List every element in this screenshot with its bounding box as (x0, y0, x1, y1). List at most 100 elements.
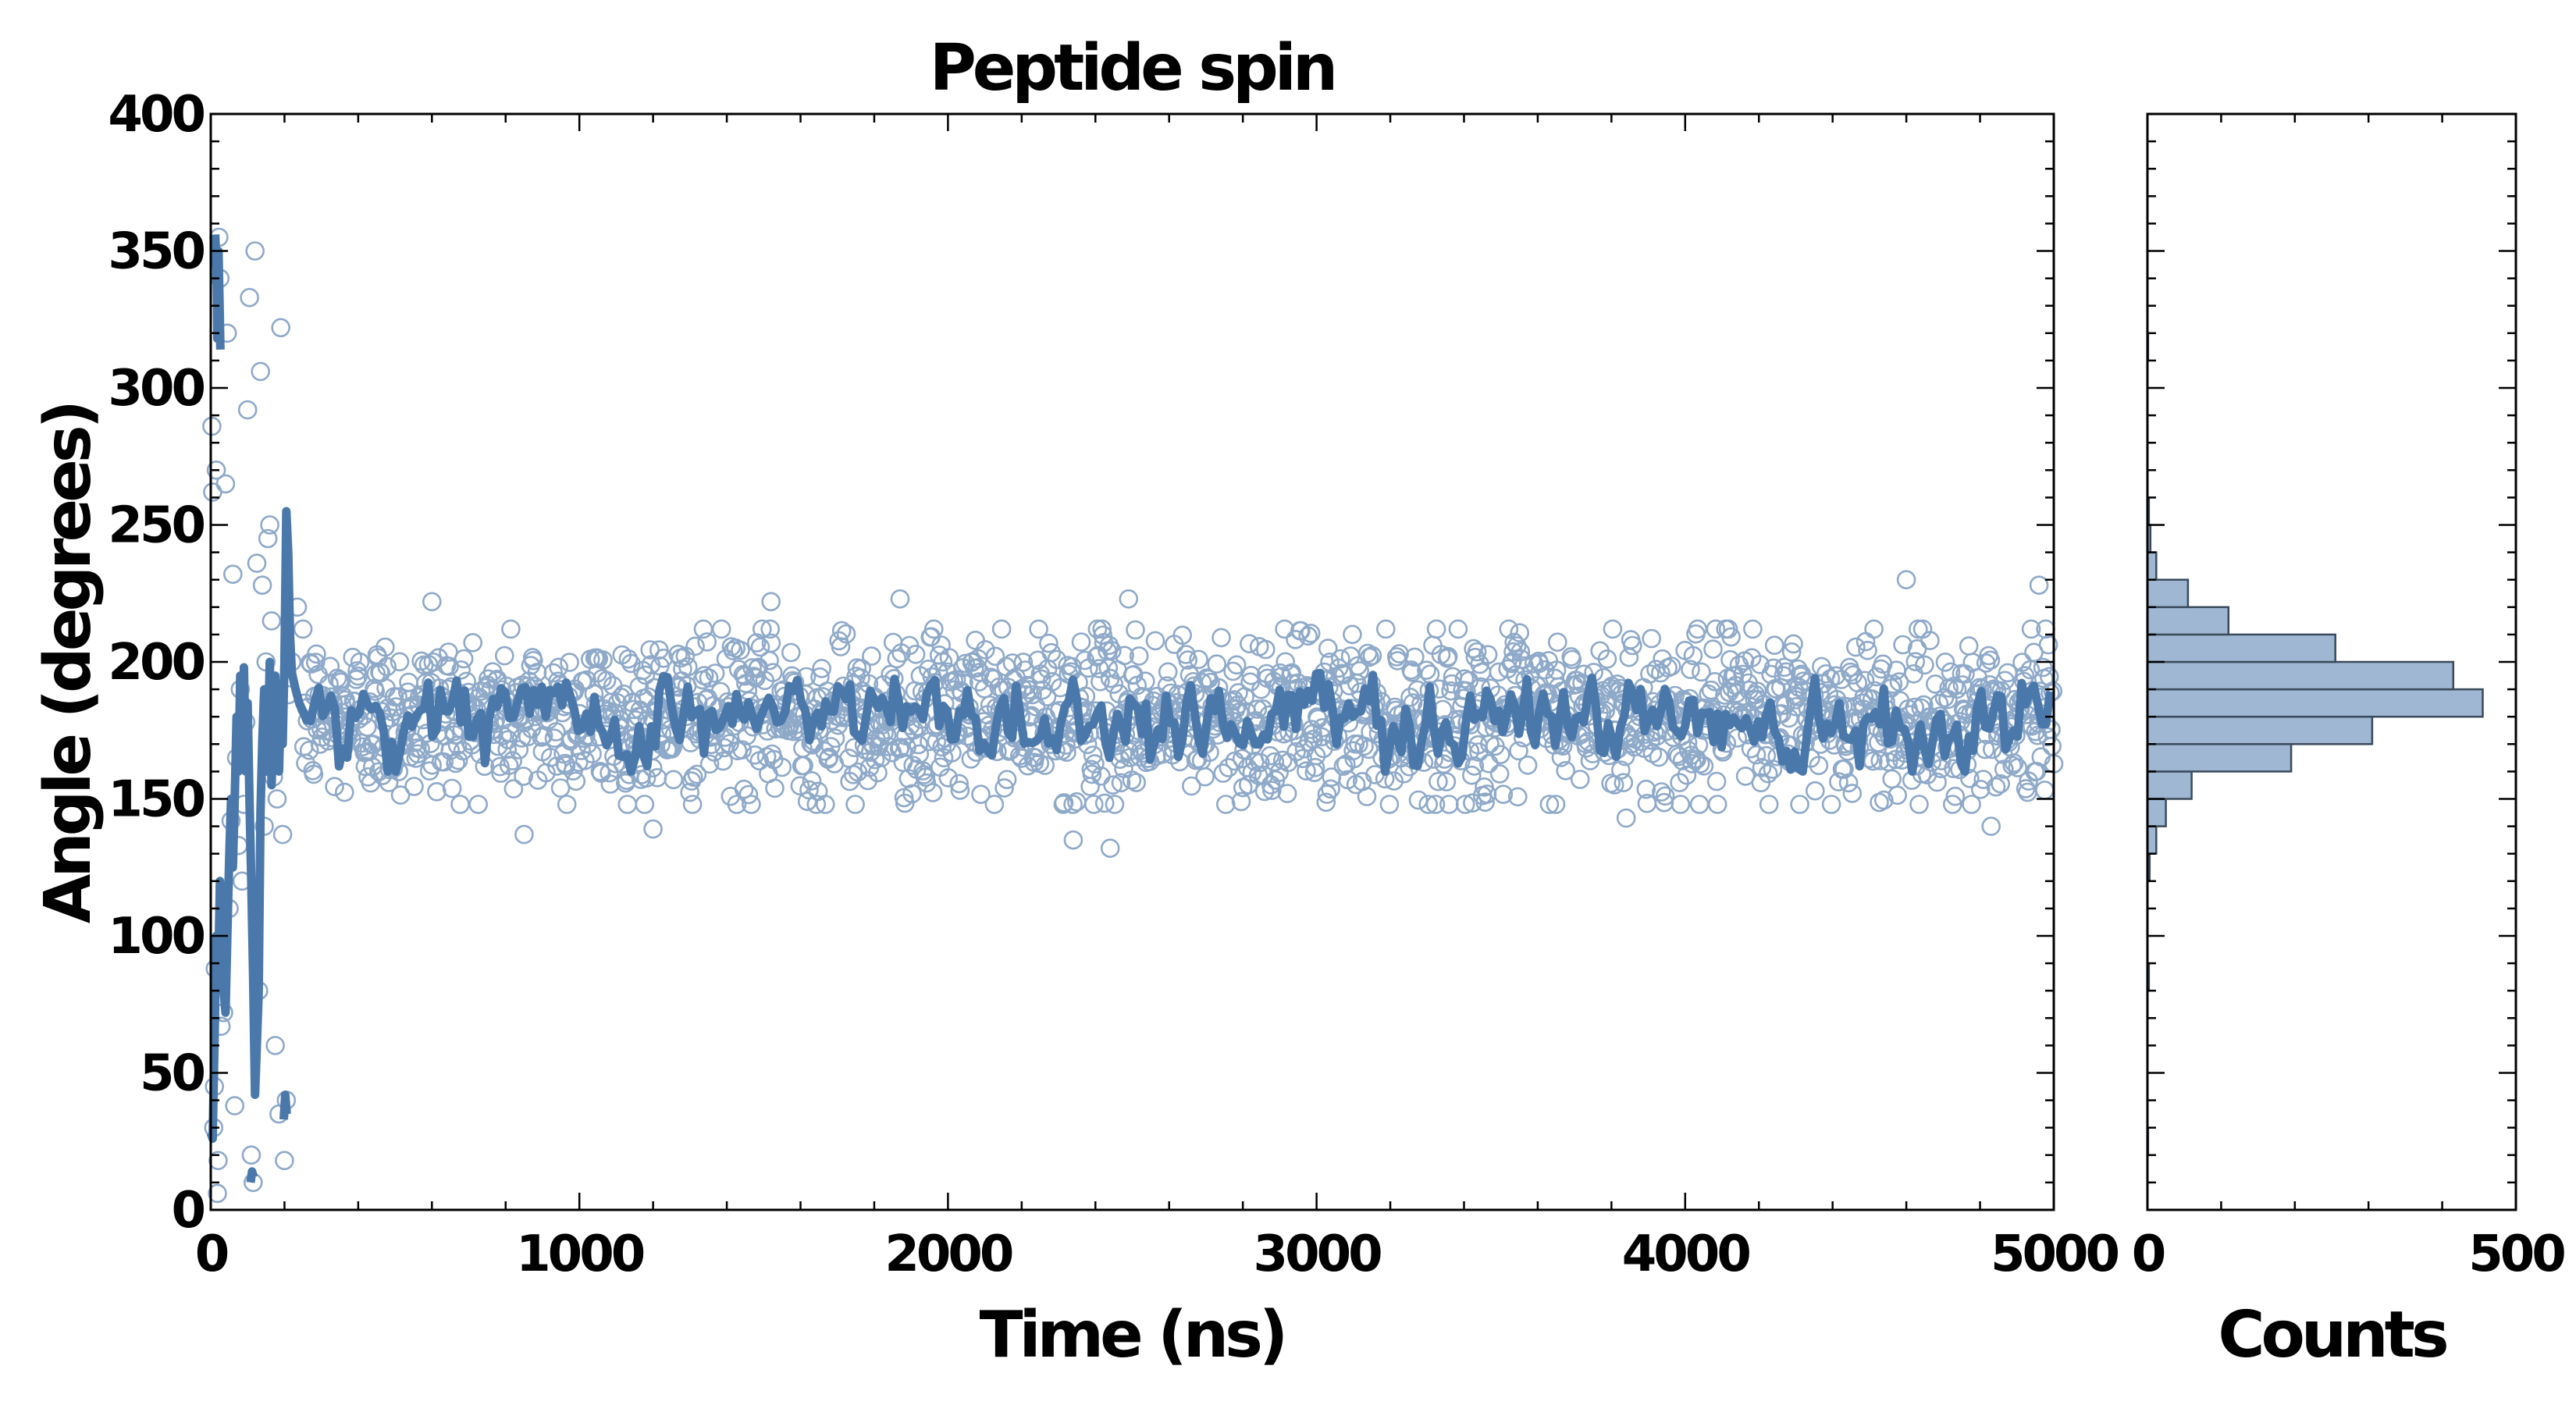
data-point (1085, 754, 1105, 774)
data-point (1705, 671, 1725, 692)
data-point (1405, 647, 1425, 667)
histogram-bar (2146, 660, 2455, 691)
running-average-fragment (279, 1090, 291, 1120)
data-point (411, 739, 430, 759)
data-point (761, 633, 781, 653)
data-point (1088, 646, 1108, 665)
data-point (468, 795, 489, 814)
data-point (1570, 770, 1590, 789)
data-point (1031, 669, 1051, 689)
data-point (714, 738, 735, 758)
data-point (1298, 626, 1318, 646)
histogram-bar (2146, 770, 2193, 800)
data-point (1425, 795, 1446, 814)
data-point (727, 795, 747, 814)
time-series-chart: 0 1000 2000 3000 4000 5000 0 50 100 150 200 250 300… (31, 31, 2122, 1372)
y-tick-label: 350 (108, 223, 204, 281)
running-average-path (206, 507, 2055, 1144)
data-point (390, 652, 410, 672)
data-point (390, 785, 411, 805)
data-point (208, 1151, 228, 1171)
data-point (997, 770, 1017, 790)
data-point (1995, 670, 2015, 691)
data-point (571, 741, 592, 760)
data-point (1475, 792, 1495, 812)
data-point (490, 756, 510, 777)
data-point (1362, 646, 1382, 666)
running-average-fragment (211, 234, 225, 350)
data-point (272, 824, 293, 845)
data-point (1746, 745, 1767, 765)
data-point (1158, 662, 1178, 682)
data-point (971, 784, 991, 805)
x-tick-label: 5000 (1991, 1225, 2119, 1283)
data-point (790, 776, 810, 796)
data-point (1614, 773, 1634, 793)
data-point (1750, 654, 1770, 674)
data-point (1047, 649, 1067, 670)
data-point (760, 619, 781, 639)
data-point (1226, 655, 1247, 675)
data-point (1855, 670, 1875, 691)
data-point (942, 743, 962, 763)
data-point (731, 640, 750, 660)
data-point (2004, 753, 2024, 773)
data-point (1293, 749, 1312, 769)
data-point (682, 795, 703, 814)
data-point (1764, 635, 1784, 656)
histogram-bar (2146, 551, 2158, 581)
data-point (500, 723, 520, 743)
histogram-bars (2146, 332, 2484, 1157)
data-point (819, 747, 839, 767)
data-point (1276, 652, 1295, 672)
data-point (1991, 774, 2010, 794)
data-point (1111, 773, 1131, 793)
data-point (307, 644, 326, 664)
data-point (1357, 787, 1377, 806)
data-point (498, 730, 518, 750)
data-point (310, 735, 330, 754)
y-tick-labels: 0 50 100 150 200 250 300 350 400 (108, 86, 207, 1240)
data-point (241, 1145, 262, 1165)
y-tick-label: 400 (108, 86, 204, 144)
data-point (1277, 784, 1297, 803)
data-point (1489, 764, 1510, 784)
data-point (816, 795, 835, 814)
data-point (794, 756, 813, 776)
data-point (1212, 628, 1231, 648)
data-point (923, 783, 943, 802)
data-point (2038, 635, 2058, 655)
data-point (208, 1183, 227, 1204)
data-point (1556, 760, 1575, 781)
data-point (1089, 659, 1109, 678)
data-point (523, 650, 543, 670)
data-point (1551, 748, 1571, 767)
data-point (916, 773, 937, 793)
data-point (1893, 635, 1912, 655)
data-point (825, 728, 845, 749)
data-point (1321, 779, 1340, 799)
data-point (247, 553, 267, 573)
plot-frame (209, 112, 2055, 1211)
data-point (222, 564, 243, 585)
data-point (1350, 661, 1369, 681)
data-point (1178, 650, 1197, 670)
running-average-line (206, 234, 2055, 1183)
y-tick-label: 250 (108, 497, 204, 555)
data-point (1510, 623, 1529, 643)
data-point (1846, 637, 1866, 657)
data-point (697, 632, 717, 652)
data-point (1462, 765, 1482, 785)
data-point (1758, 763, 1778, 784)
data-point (1219, 758, 1239, 777)
data-point (501, 619, 521, 639)
data-point (1145, 631, 1165, 651)
data-point (1379, 795, 1400, 814)
data-point (375, 637, 395, 657)
y-tick-label: 0 (171, 1182, 204, 1240)
data-point (1905, 697, 1924, 717)
data-point (1471, 677, 1491, 697)
data-point (1927, 772, 1947, 792)
data-point (1546, 795, 1566, 814)
data-point (550, 778, 571, 798)
